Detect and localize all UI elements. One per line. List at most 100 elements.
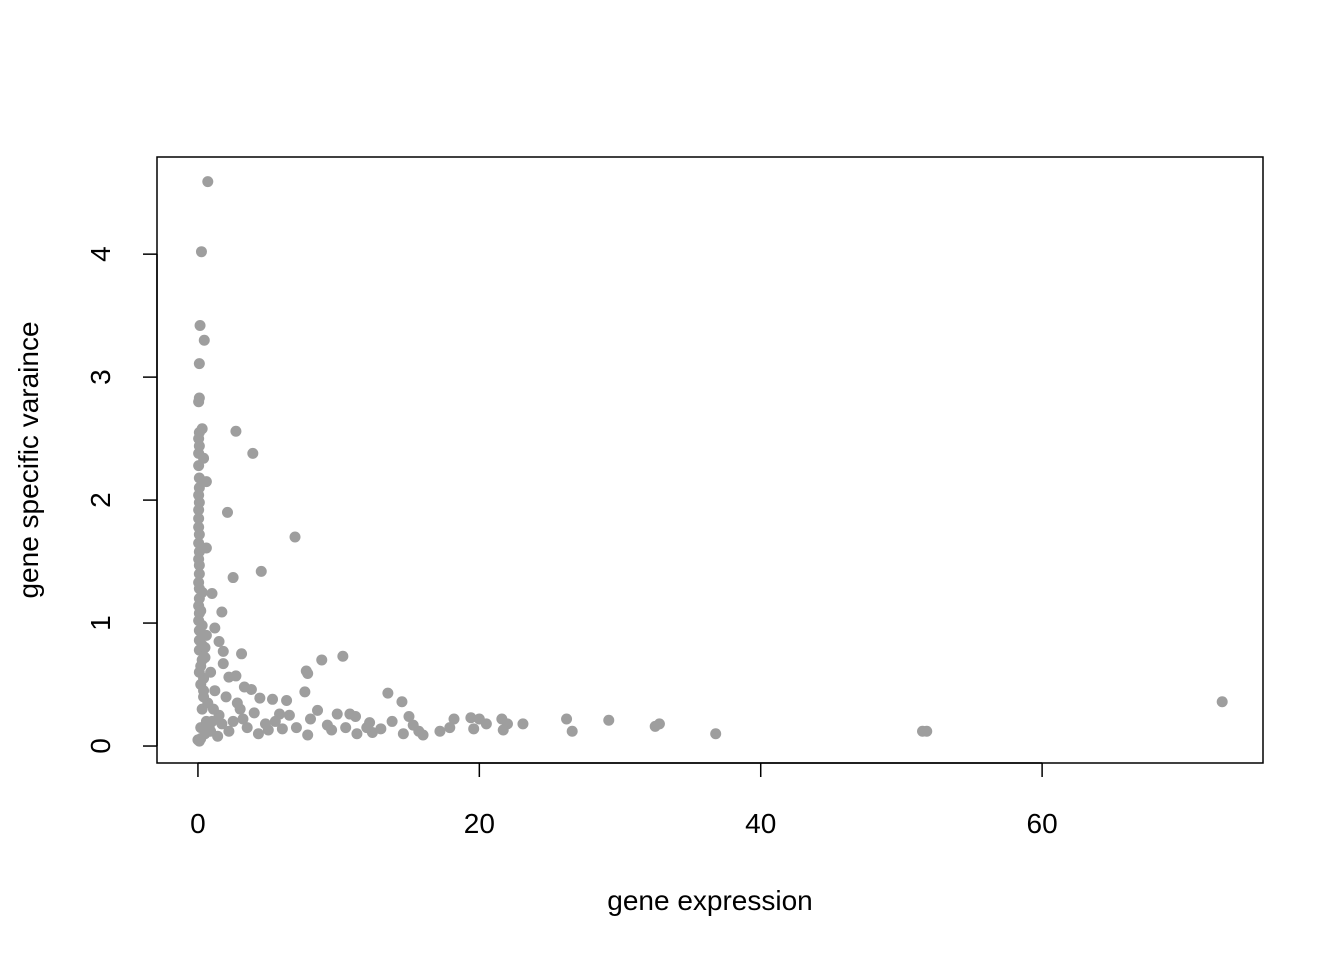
point [236,648,248,660]
point [216,606,228,618]
point [193,460,205,472]
point [198,334,210,346]
point [299,686,311,698]
point [710,728,722,740]
point [603,714,615,726]
point [193,568,205,580]
point [382,687,394,699]
point [248,707,260,719]
point [231,697,243,709]
point [316,654,328,666]
point [194,319,206,331]
point [375,723,387,735]
point [312,704,324,716]
point [213,636,225,648]
point [221,506,233,518]
y-tick-label: 4 [85,246,116,262]
point [396,696,408,708]
point [193,513,205,525]
x-axis-label: gene expression [607,885,812,916]
point [209,622,221,634]
point [351,728,363,740]
point [921,725,933,737]
point [245,683,257,695]
point [561,713,573,725]
point [350,711,362,723]
point [468,723,480,735]
point [281,695,293,707]
point [193,529,205,541]
point [205,725,217,737]
point [302,667,314,679]
point [465,712,477,724]
point [262,724,274,736]
point [196,654,208,666]
point [227,572,239,584]
point [254,692,266,704]
point [193,504,205,516]
point [326,724,338,736]
point [566,725,578,737]
plot-frame [156,156,1264,764]
point [199,642,211,654]
point [480,718,492,730]
y-tick-label: 2 [85,492,116,508]
x-tick-label: 40 [745,808,776,839]
point [220,691,232,703]
point [517,718,529,730]
point [337,650,349,662]
point [340,722,352,734]
point [252,728,264,740]
point [241,722,253,734]
point [195,246,207,258]
point [209,685,221,697]
point [223,725,235,737]
point [227,715,239,727]
point [1216,696,1228,708]
point [230,425,242,437]
x-tick-label: 0 [190,808,206,839]
point [202,176,214,188]
point [403,711,415,723]
point [195,605,207,617]
point [448,713,460,725]
point [497,724,509,736]
x-tick-label: 20 [464,808,495,839]
point [304,713,316,725]
point [193,666,205,678]
y-axis-label: gene specific varaince [13,321,44,598]
point [386,715,398,727]
point [283,709,295,721]
point [361,722,373,734]
point [267,693,279,705]
point [217,645,229,657]
point [193,396,205,408]
y-tick-label: 3 [85,369,116,385]
point [237,713,249,725]
point [207,703,219,715]
point [302,729,314,741]
point [216,718,228,730]
point [290,722,302,734]
y-tick-label: 0 [85,738,116,754]
point [193,358,205,370]
point [247,447,259,459]
point [255,565,267,577]
point [444,722,456,734]
point [331,708,343,720]
point [397,728,409,740]
point [198,685,210,697]
x-tick-label: 60 [1027,808,1058,839]
point [217,658,229,670]
y-tick-label: 1 [85,615,116,631]
point [289,531,301,543]
point [223,671,235,683]
point [195,722,207,734]
point [193,559,205,571]
point [276,723,288,735]
point [417,729,429,741]
point [269,715,281,727]
point [434,725,446,737]
point [649,720,661,732]
